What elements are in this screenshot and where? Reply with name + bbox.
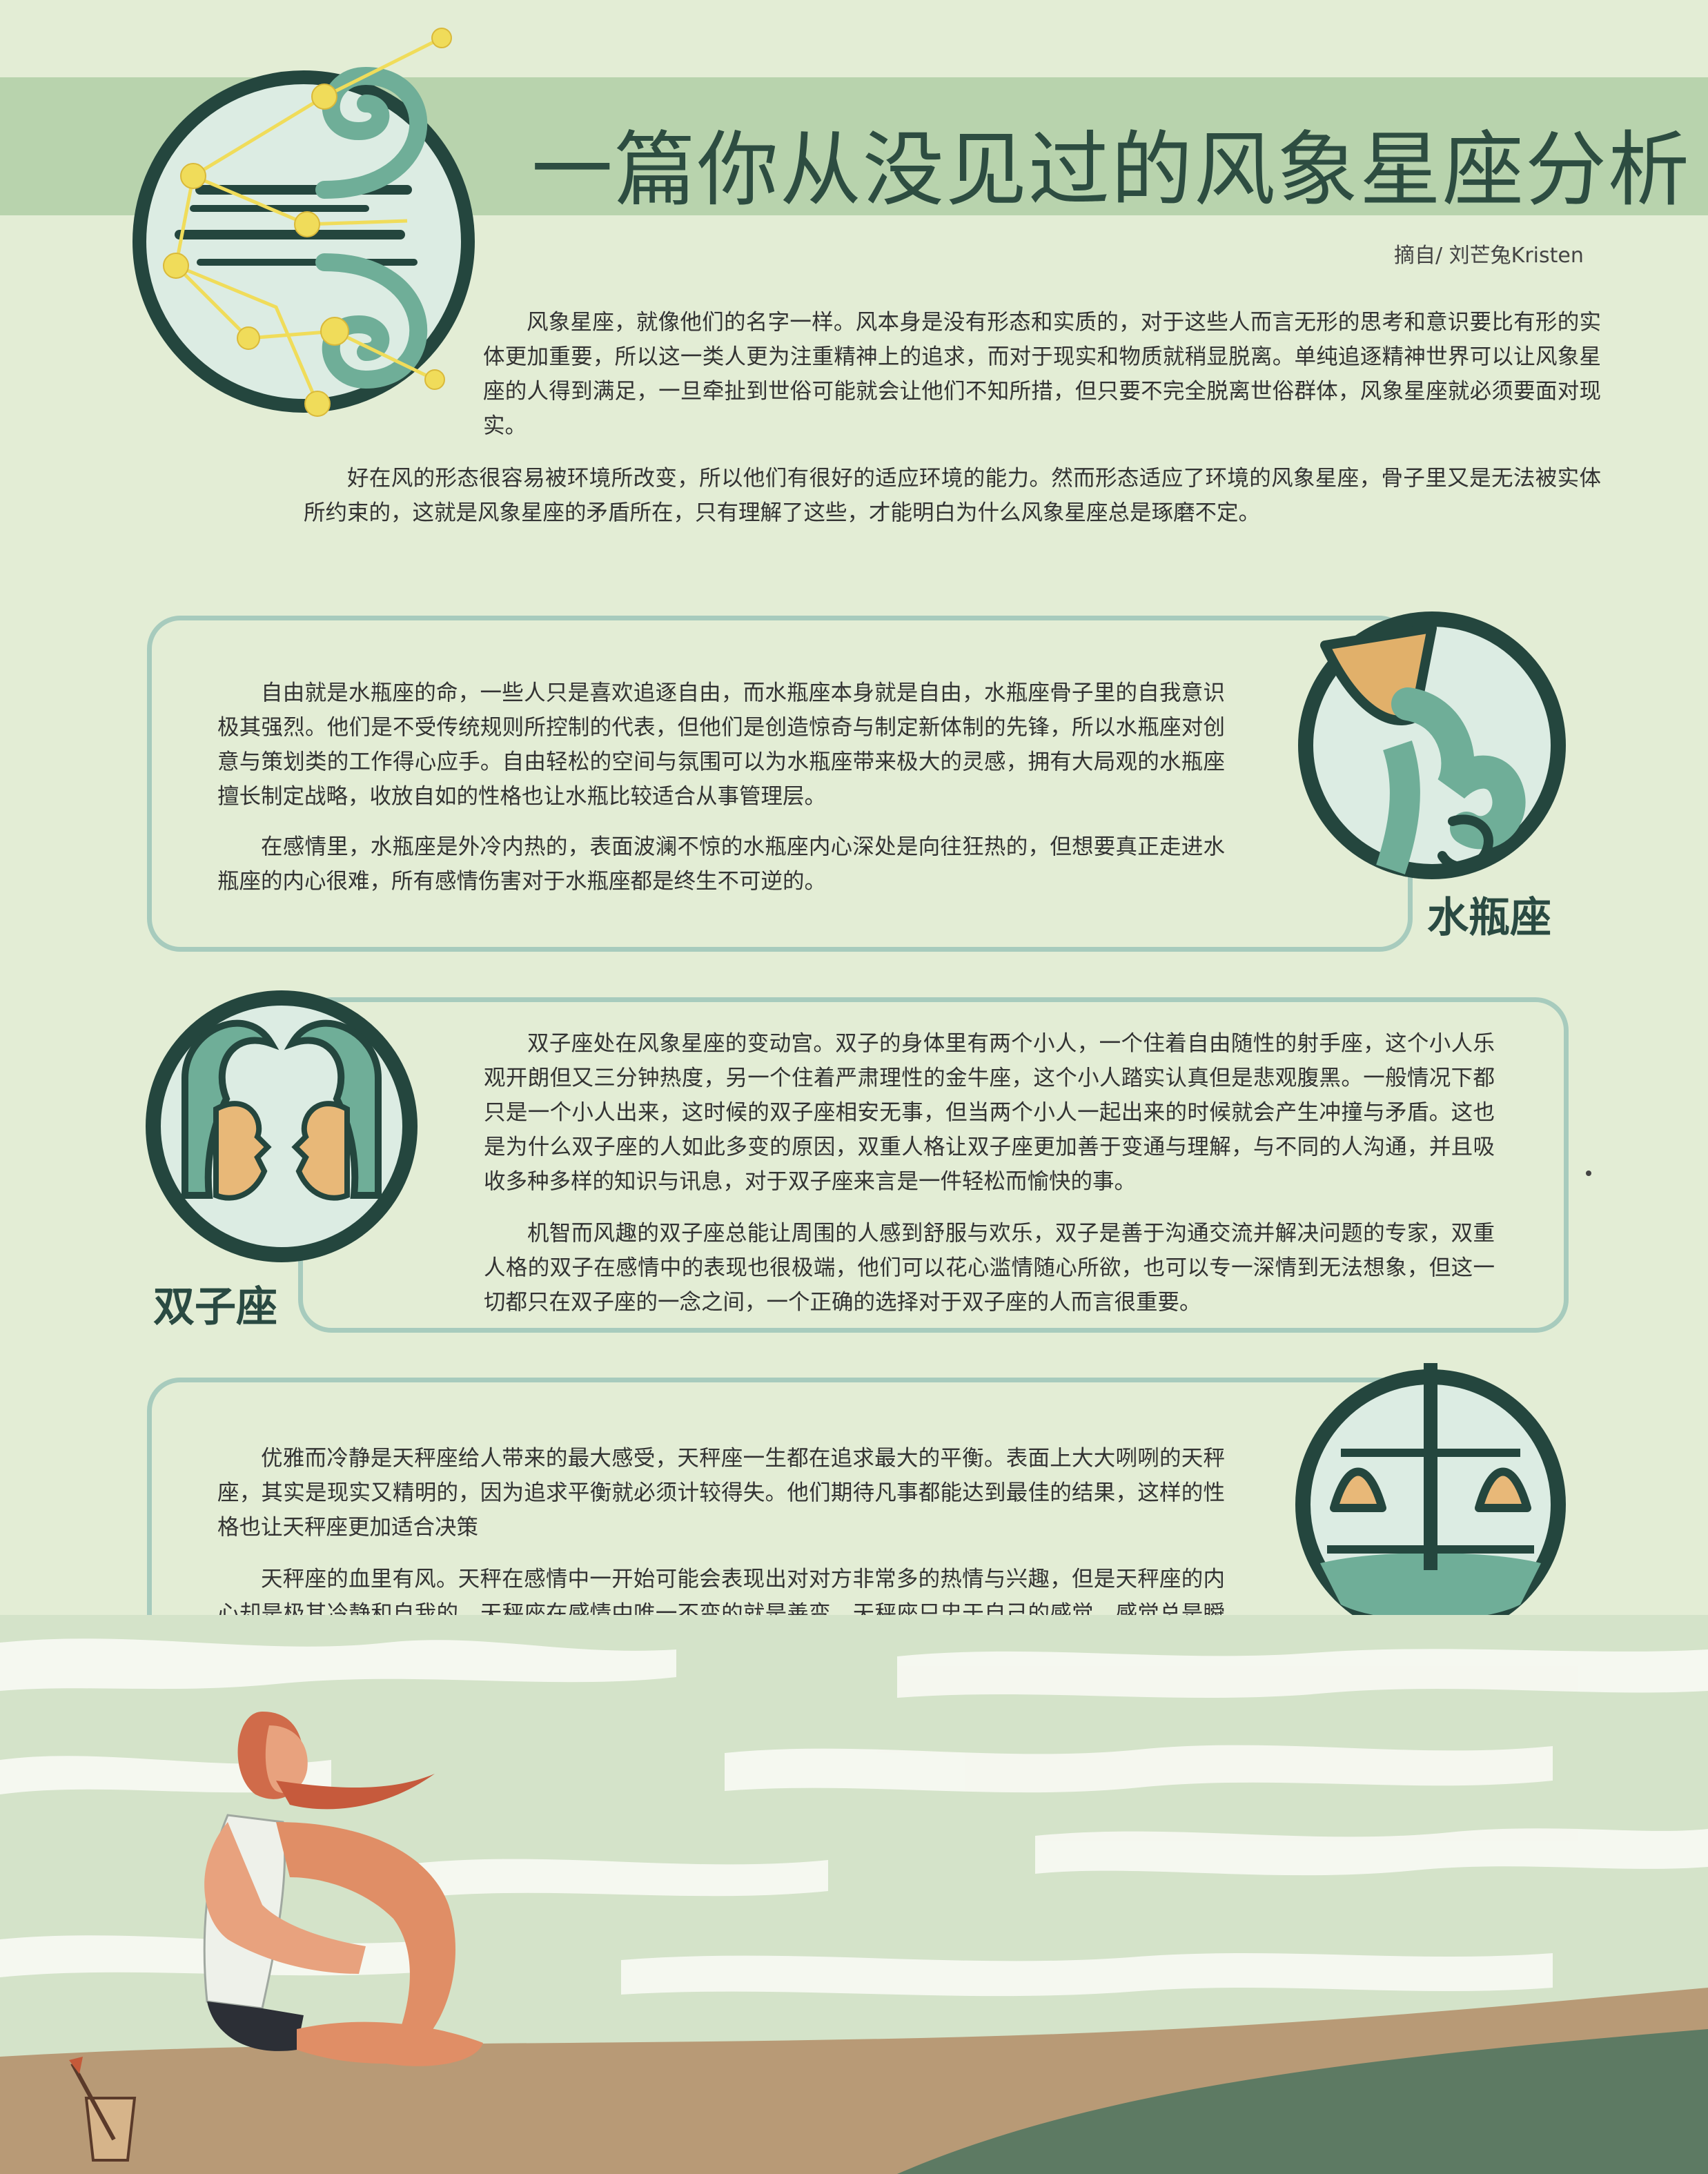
aquarius-paragraph-1: 自由就是水瓶座的命，一些人只是喜欢追逐自由，而水瓶座本身就是自由，水瓶座骨子里的… [217, 680, 1225, 809]
aquarius-card: 自由就是水瓶座的命，一些人只是喜欢追逐自由，而水瓶座本身就是自由，水瓶座骨子里的… [147, 616, 1413, 952]
byline: 摘自/ 刘芒兔Kristen [1394, 244, 1584, 268]
girl-figure [203, 1712, 483, 2066]
gemini-card: 双子座处在风象星座的变动宫。双子的身体里有两个小人，一个住着自由随性的射手座，这… [298, 997, 1569, 1333]
gemini-paragraph-1: 双子座处在风象星座的变动宫。双子的身体里有两个小人，一个住着自由随性的射手座，这… [484, 1031, 1495, 1194]
libra-icon [1295, 1363, 1566, 1640]
aquarius-paragraph-2: 在感情里，水瓶座是外冷内热的，表面波澜不惊的水瓶座内心深处是向往狂热的，但想要真… [217, 834, 1225, 894]
aquarius-icon [1298, 611, 1566, 879]
gemini-paragraph-2: 机智而风趣的双子座总能让周围的人感到舒服与欢乐，双子是善于沟通交流并解决问题的专… [484, 1221, 1495, 1315]
wind-constellation-icon [132, 28, 475, 417]
intro-paragraph-1: 风象星座，就像他们的名字一样。风本身是没有形态和实质的，对于这些人而言无形的思考… [483, 310, 1601, 438]
gemini-label: 双子座 [153, 1283, 277, 1331]
dot-marker [1586, 1171, 1591, 1176]
sand-bucket [69, 2057, 137, 2162]
gemini-icon [146, 990, 418, 1262]
intro-paragraph-2: 好在风的形态很容易被环境所改变，所以他们有很好的适应环境的能力。然而形态适应了环… [304, 466, 1601, 525]
libra-paragraph-1: 优雅而冷静是天秤座给人带来的最大感受，天秤座一生都在追求最大的平衡。表面上大大咧… [217, 1446, 1225, 1540]
aquarius-label: 水瓶座 [1427, 894, 1551, 942]
beach-illustration [0, 1615, 1708, 2174]
page-title: 一篇你从没见过的风象星座分析 [531, 122, 1691, 217]
